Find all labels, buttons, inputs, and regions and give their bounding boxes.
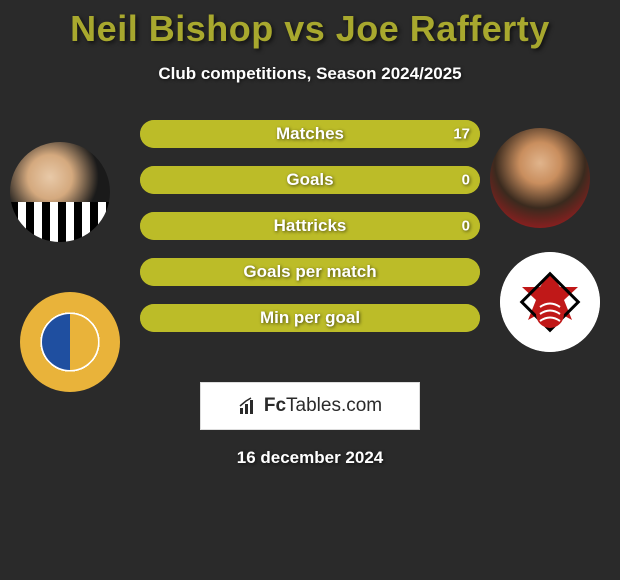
bar-fill-left — [140, 166, 310, 194]
date-label: 16 december 2024 — [0, 448, 620, 468]
club-right-badge — [500, 252, 600, 352]
bar-label: Hattricks — [274, 216, 347, 236]
stat-bar: Goals 0 — [140, 166, 480, 194]
bar-label: Matches — [276, 124, 344, 144]
brand-text: FcTables.com — [264, 395, 382, 417]
stats-bars: Matches 17 Goals 0 Hattricks 0 Goals per match… — [140, 120, 480, 332]
brand-a: Fc — [264, 395, 286, 416]
stat-bar: Min per goal — [140, 304, 480, 332]
player-right-avatar — [490, 128, 590, 228]
subtitle: Club competitions, Season 2024/2025 — [0, 64, 620, 84]
chart-icon — [238, 396, 258, 416]
brand-b: Tables — [286, 395, 341, 416]
bar-value-right: 0 — [462, 172, 470, 189]
bar-value-right: 0 — [462, 218, 470, 235]
player-left-avatar — [10, 142, 110, 242]
bar-fill-right — [310, 166, 480, 194]
stat-bar: Matches 17 — [140, 120, 480, 148]
brand-logo: FcTables.com — [200, 382, 420, 430]
bar-value-right: 17 — [453, 126, 470, 143]
page-title: Neil Bishop vs Joe Rafferty — [0, 8, 620, 50]
stat-bar: Hattricks 0 — [140, 212, 480, 240]
bar-label: Goals per match — [243, 262, 376, 282]
stat-bar: Goals per match — [140, 258, 480, 286]
bar-label: Goals — [286, 170, 333, 190]
brand-suffix: .com — [341, 395, 382, 416]
bar-label: Min per goal — [260, 308, 360, 328]
club-left-badge — [20, 292, 120, 392]
bar-fill-left — [140, 120, 157, 148]
